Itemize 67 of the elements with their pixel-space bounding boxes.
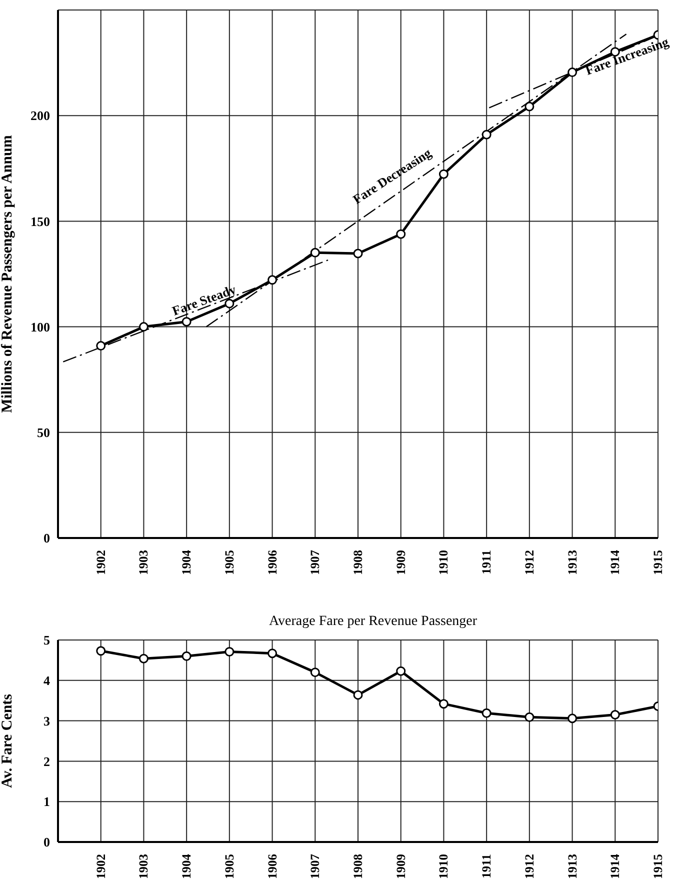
y-tick-label: 150: [30, 214, 50, 229]
x-tick-label: 1903: [136, 550, 151, 575]
point: [310, 248, 320, 258]
x-tick-label: 1910: [436, 550, 451, 575]
point: [482, 708, 492, 718]
point: [268, 648, 278, 658]
x-tick-label: 1907: [308, 550, 322, 575]
y-axis-title: Av. Fare Cents: [0, 694, 16, 788]
x-tick-label: 1913: [565, 854, 580, 879]
x-tick-label: 1908: [351, 550, 365, 575]
point: [353, 248, 363, 258]
point: [182, 316, 192, 326]
y-tick-label: 0: [44, 530, 50, 546]
y-tick-label: 5: [44, 632, 50, 648]
point: [310, 668, 320, 678]
x-tick-label: 1909: [394, 854, 408, 879]
x-tick-label: 1903: [136, 854, 151, 879]
chart-title: Average Fare per Revenue Passenger: [268, 614, 478, 631]
point: [482, 130, 492, 140]
x-tick-label: 1910: [436, 854, 451, 879]
point: [396, 666, 406, 676]
point: [138, 654, 148, 664]
x-tick-label: 1915: [651, 854, 665, 879]
x-tick-label: 1905: [222, 854, 236, 879]
x-tick-label: 1904: [180, 549, 194, 575]
point: [96, 341, 106, 351]
y-tick-label: 200: [30, 108, 50, 124]
y-axis-title: Millions of Revenue Passengers per Annum: [0, 134, 16, 413]
x-tick-label: 1915: [651, 550, 665, 575]
x-tick-label: 1913: [565, 550, 580, 575]
x-tick-label: 1905: [222, 550, 236, 575]
point: [524, 102, 534, 112]
x-tick-label: 1914: [608, 853, 622, 879]
point: [610, 710, 620, 720]
y-tick-label: 2: [44, 754, 50, 769]
y-tick-label: 50: [37, 425, 50, 440]
x-tick-label: 1904: [180, 853, 194, 879]
point: [524, 712, 534, 722]
point: [353, 690, 363, 700]
x-tick-label: 1908: [351, 854, 365, 879]
x-tick-label: 1906: [265, 550, 280, 575]
point: [268, 275, 278, 285]
x-tick-label: 1902: [94, 550, 108, 575]
x-tick-label: 1907: [308, 854, 322, 879]
x-tick-label: 1902: [94, 854, 108, 879]
point: [396, 229, 406, 239]
point: [138, 322, 148, 332]
point: [182, 651, 192, 661]
point: [568, 714, 578, 724]
y-tick-label: 1: [44, 794, 50, 810]
y-tick-label: 100: [30, 319, 50, 334]
x-tick-label: 1906: [265, 854, 280, 879]
y-tick-label: 4: [44, 673, 50, 688]
point: [96, 646, 106, 656]
annotation: Fare Steady: [170, 281, 238, 318]
point: [568, 68, 578, 78]
y-tick-label: 3: [44, 713, 50, 728]
point: [438, 169, 448, 179]
x-tick-label: 1911: [480, 550, 494, 574]
x-tick-label: 1912: [522, 550, 536, 575]
y-tick-label: 0: [44, 834, 50, 850]
point: [224, 646, 234, 656]
point: [438, 699, 448, 709]
x-tick-label: 1911: [480, 854, 494, 878]
x-tick-label: 1912: [522, 854, 536, 879]
x-tick-label: 1914: [608, 549, 622, 575]
x-tick-label: 1909: [394, 550, 408, 575]
